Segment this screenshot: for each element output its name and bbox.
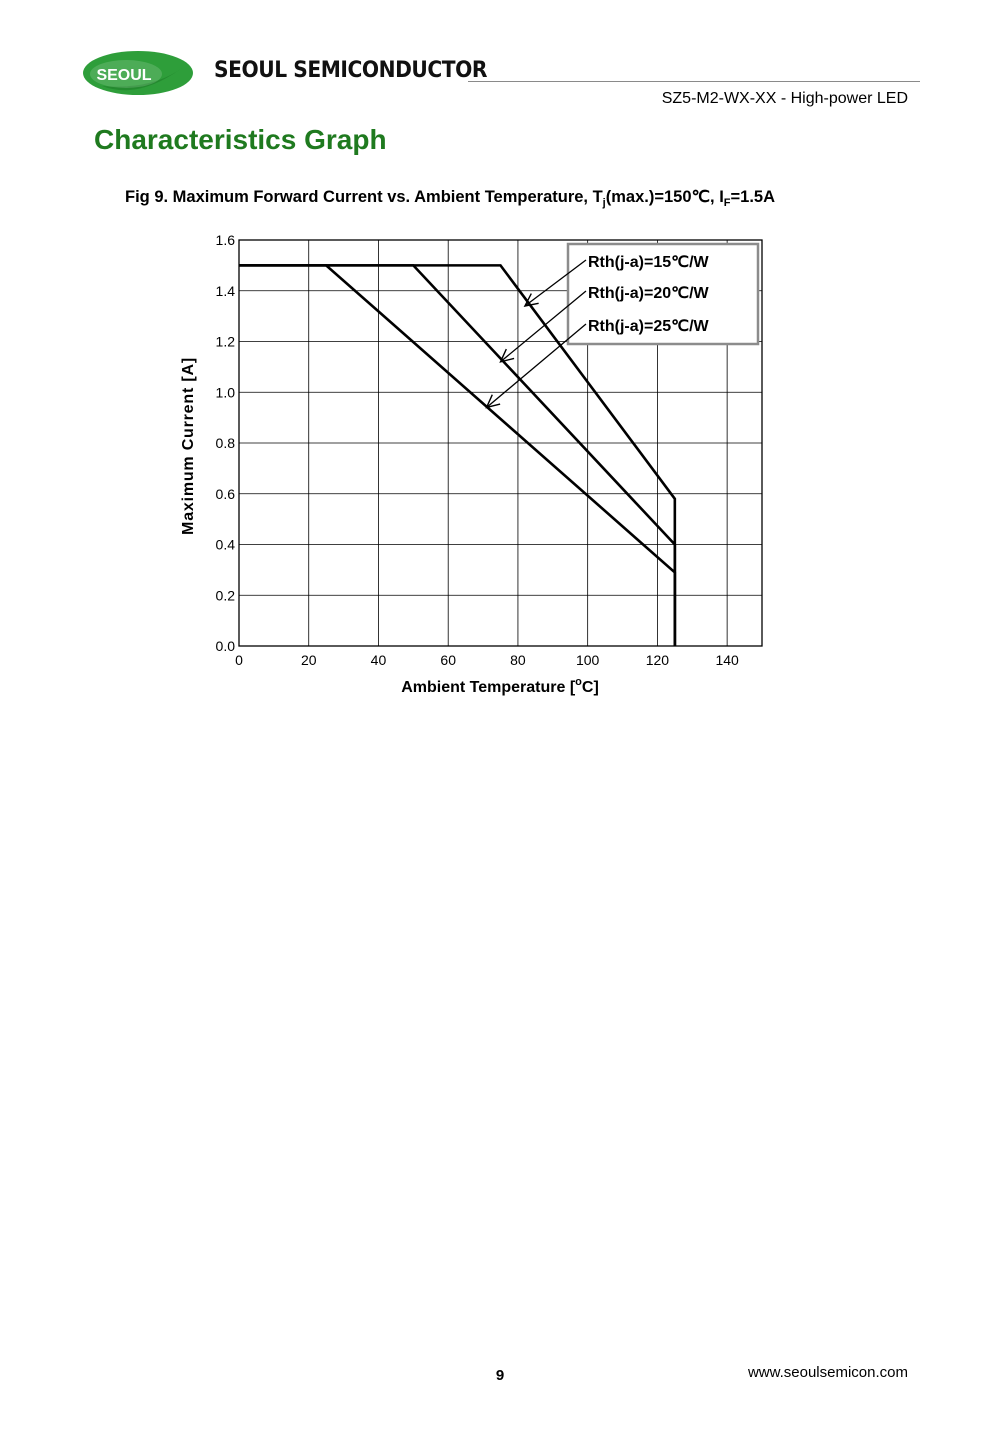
- legend-label-3: Rth(j-a)=25℃/W: [588, 318, 710, 335]
- y-tick-label: 1.0: [216, 384, 236, 400]
- annotation-arrow-1: [524, 259, 587, 307]
- y-axis-label: Maximum Current [A]: [180, 357, 197, 535]
- y-tick-label: 0.0: [216, 638, 236, 654]
- y-tick-labels: 0.0 0.2 0.4 0.6 0.8 1.0 1.2 1.4 1.6: [216, 232, 236, 654]
- figure-caption: Fig 9. Maximum Forward Current vs. Ambie…: [125, 187, 775, 209]
- series-line-3: [239, 264, 677, 646]
- x-axis-label-degree: o: [575, 676, 582, 688]
- header-rule: [468, 81, 920, 82]
- caption-subscript-f: F: [723, 197, 731, 209]
- arrow-head-1: [523, 293, 539, 307]
- legend: Rth(j-a)=15℃/W Rth(j-a)=20℃/W Rth(j-a)=25℃…: [485, 242, 760, 409]
- y-tick-label: 1.4: [216, 283, 236, 299]
- x-tick-label: 140: [715, 652, 739, 668]
- x-tick-label: 120: [646, 652, 670, 668]
- x-tick-label: 60: [440, 652, 456, 668]
- x-axis-label: Ambient Temperature [oC]: [401, 676, 599, 696]
- annotation-arrow-3: [486, 323, 587, 408]
- caption-subscript-j: j: [602, 197, 606, 209]
- arrow-head-3: [485, 394, 501, 409]
- y-tick-label: 0.8: [216, 435, 236, 451]
- y-tick-label: 0.6: [216, 486, 236, 502]
- x-tick-labels: 0 20 40 60 80 100 120 140: [235, 652, 739, 668]
- series-lines: [239, 264, 677, 646]
- caption-part: =1.5A: [730, 188, 776, 206]
- arrow-head-2: [499, 348, 515, 363]
- website-link[interactable]: www.seoulsemicon.com: [747, 1364, 908, 1381]
- document-title: SZ5-M2-WX-XX - High-power LED: [661, 90, 908, 107]
- y-tick-label: 1.6: [216, 232, 236, 248]
- x-tick-label: 100: [576, 652, 600, 668]
- x-tick-label: 80: [510, 652, 526, 668]
- x-axis-label-unit: C]: [582, 679, 599, 696]
- annotation-arrow-2: [500, 290, 587, 363]
- y-tick-label: 0.2: [216, 587, 236, 603]
- x-tick-label: 40: [371, 652, 387, 668]
- x-axis-label-main: Ambient Temperature [: [401, 679, 576, 696]
- legend-label-1: Rth(j-a)=15℃/W: [588, 254, 710, 271]
- section-title: Characteristics Graph: [94, 124, 387, 155]
- x-tick-label: 20: [301, 652, 317, 668]
- page-number: 9: [495, 1367, 505, 1384]
- plot-frame: [238, 239, 763, 647]
- caption-part: Fig 9. Maximum Forward Current vs. Ambie…: [125, 188, 603, 206]
- brand-name: SEOUL SEMICONDUCTOR: [214, 58, 488, 83]
- x-tick-label: 0: [235, 652, 243, 668]
- logo-text: SEOUL: [96, 67, 151, 84]
- seoul-logo: SEOUL: [83, 51, 193, 95]
- max-current-chart: 0 20 40 60 80 100 120 140 0.0 0.2 0.4 0.6 0.8 1.0 1.2…: [180, 232, 763, 696]
- caption-part: (max.)=150℃, I: [605, 188, 724, 206]
- y-tick-label: 0.4: [216, 537, 236, 553]
- y-tick-label: 1.2: [216, 334, 236, 350]
- legend-box: [566, 242, 760, 346]
- legend-label-2: Rth(j-a)=20℃/W: [588, 285, 710, 302]
